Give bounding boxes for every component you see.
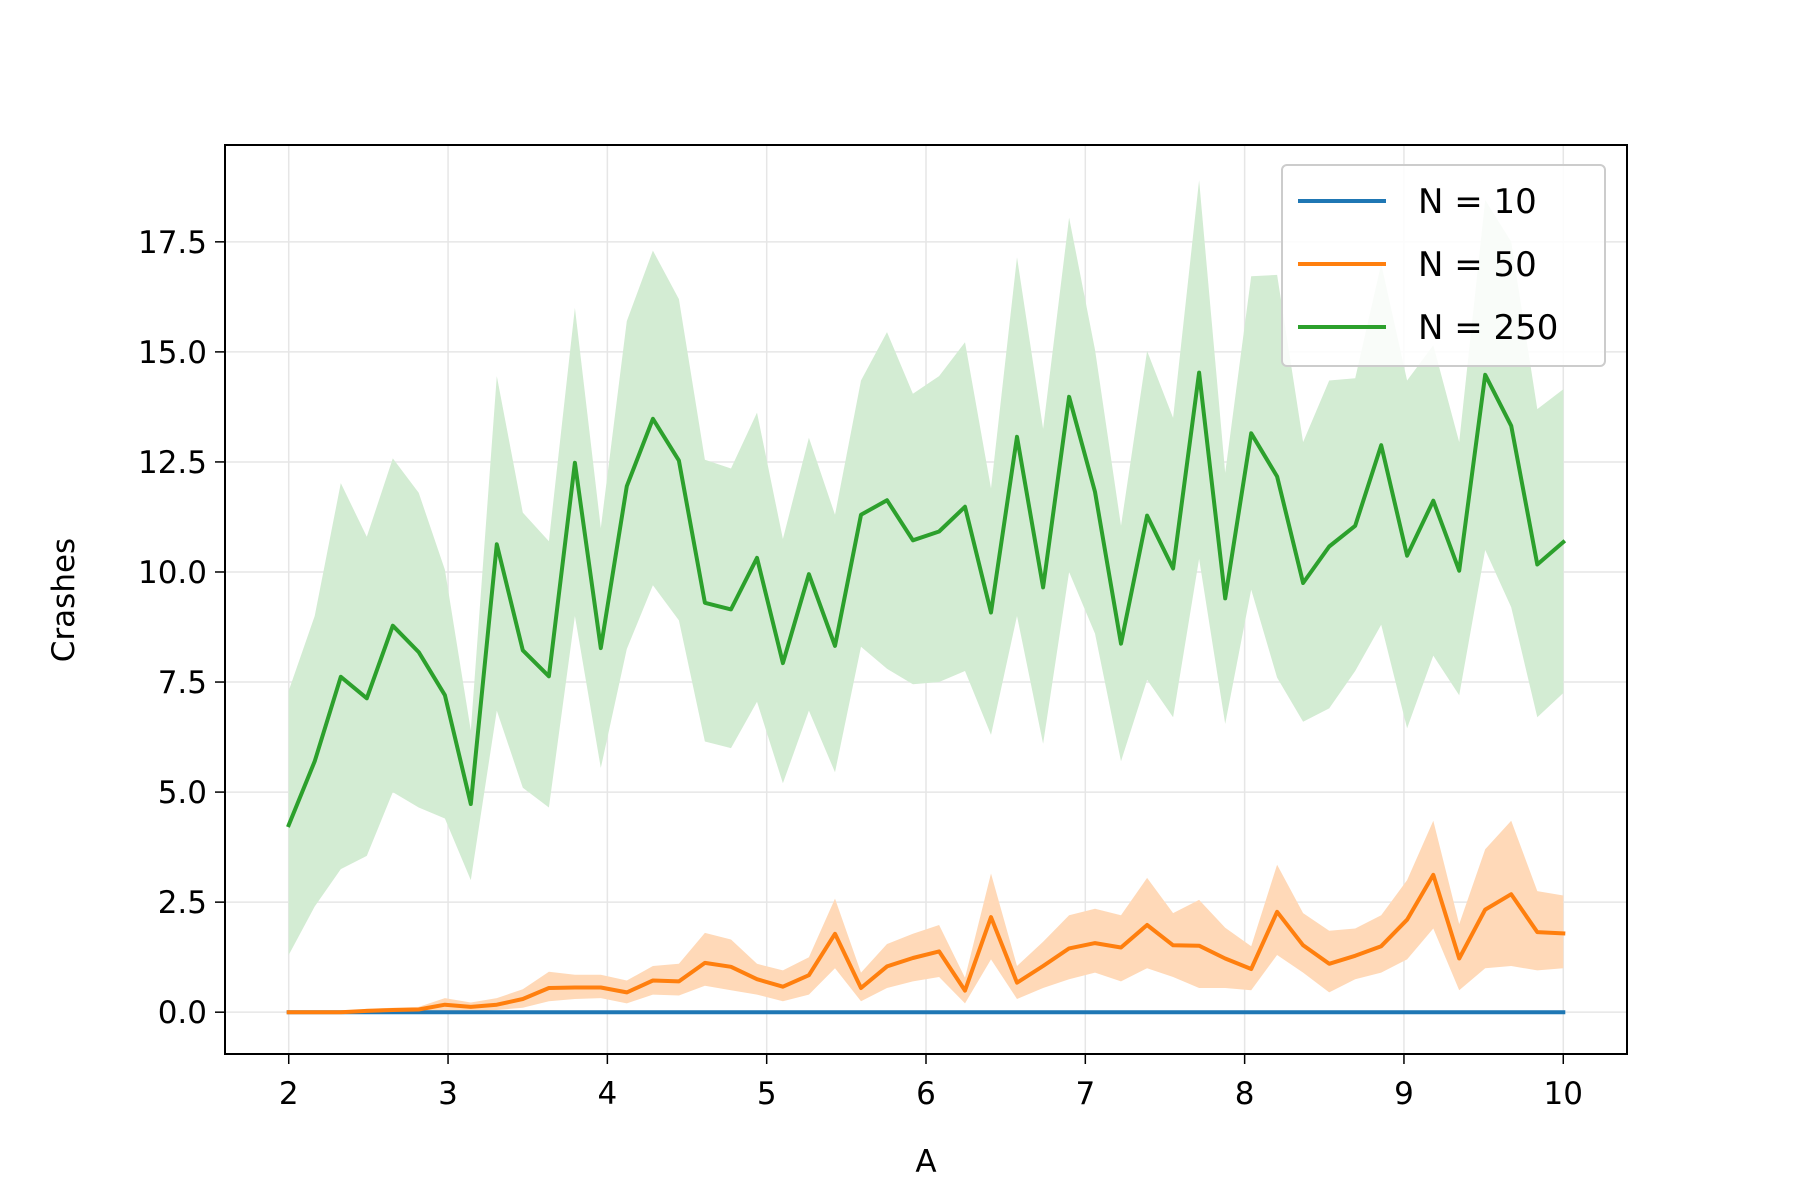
y-tick-label: 12.5 bbox=[138, 445, 207, 481]
x-tick-label: 7 bbox=[1075, 1076, 1095, 1112]
y-tick-label: 15.0 bbox=[138, 335, 207, 371]
x-tick-label: 5 bbox=[757, 1076, 777, 1112]
legend-label-n-250: N = 250 bbox=[1418, 308, 1558, 348]
y-axis-label: Crashes bbox=[46, 538, 82, 662]
series-line-n-250 bbox=[286, 370, 1567, 828]
x-tick-label: 6 bbox=[916, 1076, 936, 1112]
x-tick-label: 10 bbox=[1544, 1076, 1583, 1112]
series-line-n-50 bbox=[286, 872, 1566, 1015]
legend-label-n-50: N = 50 bbox=[1418, 245, 1537, 285]
x-tick-label: 2 bbox=[279, 1076, 299, 1112]
x-tick-label: 8 bbox=[1235, 1076, 1255, 1112]
y-tick-label: 10.0 bbox=[138, 555, 207, 591]
legend-box bbox=[1281, 164, 1606, 367]
y-tick-label: 7.5 bbox=[158, 665, 207, 701]
x-axis: 2 3 4 5 6 7 8 9 10 bbox=[279, 1054, 1583, 1112]
y-tick-label: 0.0 bbox=[158, 995, 207, 1031]
y-tick-label: 17.5 bbox=[138, 225, 207, 261]
x-tick-label: 3 bbox=[438, 1076, 458, 1112]
legend-label-n-10: N = 10 bbox=[1418, 182, 1537, 222]
y-tick-label: 5.0 bbox=[158, 775, 207, 811]
x-tick-label: 4 bbox=[597, 1076, 617, 1112]
band-n-250 bbox=[288, 180, 1564, 955]
legend: N = 10 N = 50 N = 250 bbox=[1281, 164, 1606, 367]
x-tick-label: 9 bbox=[1394, 1076, 1414, 1112]
series-lines bbox=[286, 370, 1567, 1015]
y-tick-label: 2.5 bbox=[158, 885, 207, 921]
y-axis: 0.0 2.5 5.0 7.5 10.0 12.5 15.0 17.5 bbox=[138, 225, 225, 1031]
x-axis-label: A bbox=[915, 1144, 936, 1180]
